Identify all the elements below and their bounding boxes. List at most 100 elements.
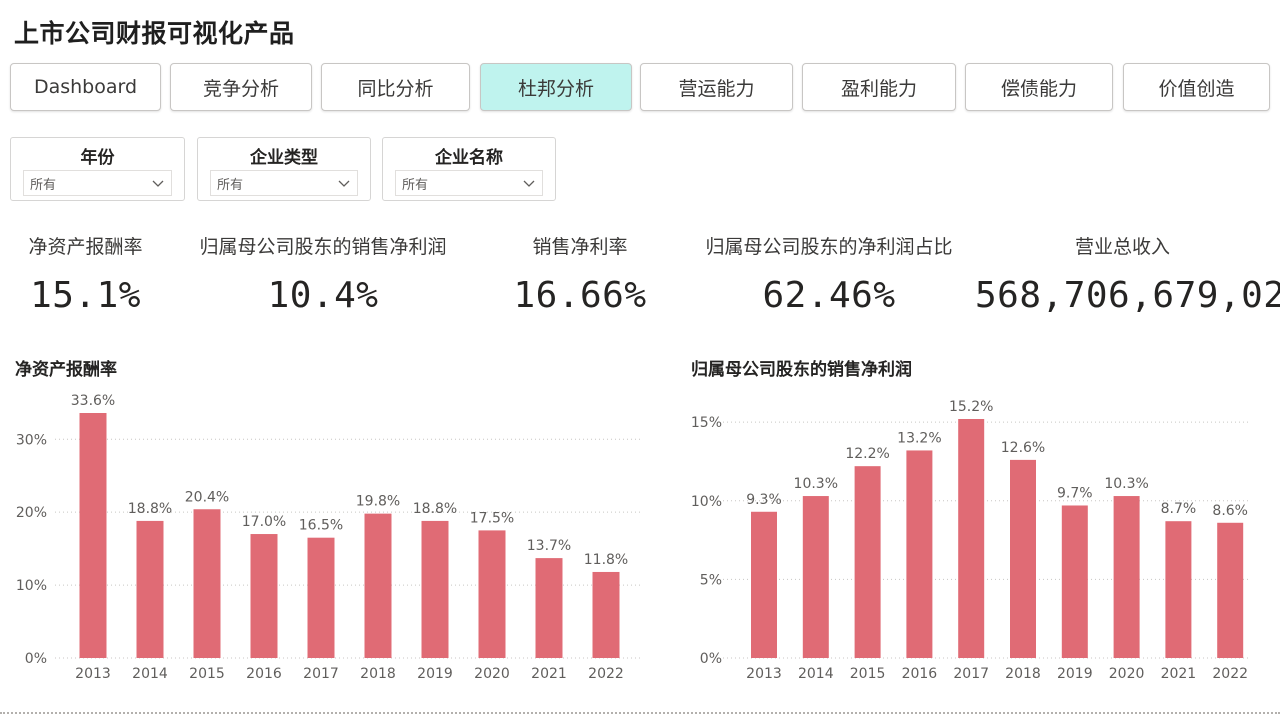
kpi-card-net-margin: 销售净利率 16.66% <box>485 232 675 316</box>
bar <box>307 537 335 658</box>
kpi-value: 15.1% <box>30 275 141 316</box>
bar <box>535 558 563 658</box>
chart-title-parent-net-margin: 归属母公司股东的销售净利润 <box>691 360 912 380</box>
year-dropdown[interactable]: 所有 <box>23 170 172 196</box>
data-label: 17.0% <box>242 514 286 530</box>
data-label: 9.3% <box>746 492 782 508</box>
nav-button-competition[interactable]: 竞争分析 <box>170 63 312 111</box>
bar <box>1061 505 1088 658</box>
app-title: 上市公司财报可视化产品 <box>14 19 295 48</box>
y-tick-label: 10% <box>16 578 47 594</box>
nav-button-operation[interactable]: 营运能力 <box>640 63 793 111</box>
bar <box>906 450 933 658</box>
chart-title-roe: 净资产报酬率 <box>15 360 117 380</box>
nav-button-profitability[interactable]: 盈利能力 <box>802 63 956 111</box>
company-type-slicer-title: 企业类型 <box>250 148 318 168</box>
nav-button-solvency[interactable]: 偿债能力 <box>965 63 1113 111</box>
nav-button-value-creation[interactable]: 价值创造 <box>1123 63 1270 111</box>
kpi-card-total-revenue: 营业总收入 568,706,679,028 <box>975 232 1280 316</box>
year-dropdown-value: 所有 <box>30 177 57 193</box>
nav-bar: Dashboard 竞争分析 同比分析 杜邦分析 营运能力 盈利能力 偿债能力 … <box>10 63 1271 113</box>
x-tick-label: 2019 <box>417 666 453 682</box>
parent-net-margin-bar-chart: 0% 5% 10% 15% 9.3% 2013 10.3% 2014 12.2% 2015 13.2… <box>691 399 1250 682</box>
y-tick-label: 0% <box>25 651 47 667</box>
x-tick-label: 2014 <box>132 666 168 682</box>
bar <box>802 496 829 658</box>
company-type-slicer: 企业类型 所有 <box>197 137 371 201</box>
company-name-slicer-title: 企业名称 <box>435 148 503 168</box>
data-label: 11.8% <box>584 552 628 568</box>
data-label: 12.2% <box>845 446 889 462</box>
x-tick-label: 2015 <box>850 666 886 682</box>
roe-bar-chart: 0% 10% 20% 30% 33.6% 2013 18.8% 2014 20.4% 2015 17… <box>16 393 640 682</box>
bar <box>421 520 449 658</box>
data-label: 17.5% <box>470 510 514 526</box>
year-slicer-title: 年份 <box>80 148 115 168</box>
bar <box>854 466 881 658</box>
kpi-label: 归属母公司股东的销售净利润 <box>199 236 447 258</box>
bar <box>592 571 620 658</box>
nav-button-dupont[interactable]: 杜邦分析 <box>480 63 632 111</box>
kpi-value: 62.46% <box>762 275 896 316</box>
bar <box>478 530 506 658</box>
company-name-dropdown[interactable]: 所有 <box>395 170 543 196</box>
y-tick-label: 5% <box>700 572 722 588</box>
chevron-down-icon <box>523 180 535 187</box>
x-tick-label: 2020 <box>1109 666 1145 682</box>
x-tick-label: 2019 <box>1057 666 1093 682</box>
x-tick-label: 2022 <box>588 666 624 682</box>
x-tick-label: 2013 <box>75 666 111 682</box>
kpi-card-parent-net-margin: 归属母公司股东的销售净利润 10.4% <box>193 232 453 316</box>
y-tick-label: 30% <box>16 432 47 448</box>
kpi-label: 净资产报酬率 <box>28 236 143 258</box>
bar <box>1217 522 1244 658</box>
x-tick-label: 2022 <box>1212 666 1248 682</box>
data-label: 18.8% <box>413 501 457 517</box>
y-tick-label: 10% <box>691 494 722 510</box>
kpi-value: 16.66% <box>513 275 647 316</box>
x-tick-label: 2016 <box>902 666 938 682</box>
x-tick-label: 2017 <box>953 666 989 682</box>
nav-button-dashboard[interactable]: Dashboard <box>10 63 161 111</box>
kpi-value: 10.4% <box>267 275 379 316</box>
data-label: 13.7% <box>527 538 571 554</box>
kpi-card-roe: 净资产报酬率 15.1% <box>8 232 163 316</box>
data-label: 15.2% <box>949 399 993 415</box>
data-label: 10.3% <box>794 476 838 492</box>
y-tick-label: 15% <box>691 415 722 431</box>
bar <box>79 413 107 658</box>
bar <box>364 513 392 658</box>
bar <box>958 419 985 658</box>
x-tick-label: 2018 <box>360 666 396 682</box>
data-label: 9.7% <box>1057 485 1093 501</box>
kpi-label: 销售净利率 <box>532 236 628 258</box>
company-name-dropdown-value: 所有 <box>402 177 429 193</box>
chevron-down-icon <box>152 180 164 187</box>
x-tick-label: 2020 <box>474 666 510 682</box>
x-tick-label: 2013 <box>746 666 782 682</box>
x-tick-label: 2021 <box>1161 666 1197 682</box>
company-type-dropdown-value: 所有 <box>217 177 244 193</box>
y-tick-label: 0% <box>700 651 722 667</box>
bar <box>1165 521 1192 658</box>
company-type-dropdown[interactable]: 所有 <box>210 170 358 196</box>
year-slicer: 年份 所有 <box>10 137 185 201</box>
data-label: 16.5% <box>299 518 343 534</box>
bottom-divider <box>0 712 1280 714</box>
data-label: 8.6% <box>1212 503 1248 519</box>
data-label: 10.3% <box>1104 476 1148 492</box>
data-label: 8.7% <box>1161 501 1197 517</box>
x-tick-label: 2017 <box>303 666 339 682</box>
nav-button-yoy[interactable]: 同比分析 <box>321 63 470 111</box>
data-label: 12.6% <box>1001 440 1045 456</box>
data-label: 20.4% <box>185 489 229 505</box>
bar <box>751 511 777 658</box>
bar <box>250 534 278 658</box>
kpi-label: 营业总收入 <box>1074 236 1170 258</box>
x-tick-label: 2015 <box>189 666 225 682</box>
bar <box>1010 459 1036 658</box>
data-label: 18.8% <box>128 501 172 517</box>
data-label: 13.2% <box>897 430 941 446</box>
bar <box>136 520 164 658</box>
data-label: 19.8% <box>356 494 400 510</box>
